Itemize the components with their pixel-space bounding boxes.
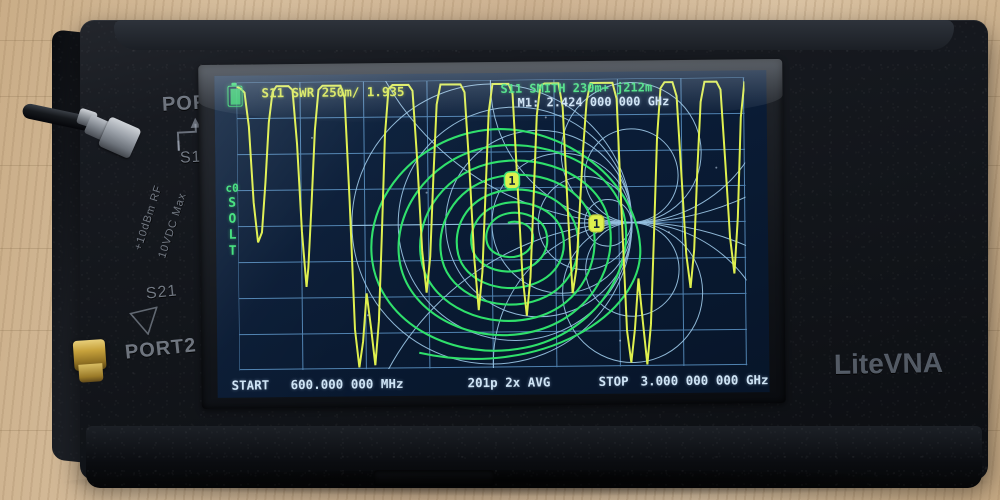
vna-plot[interactable]: 1 1 <box>236 77 748 371</box>
dust-speck <box>544 116 547 119</box>
lcd-bezel: 1 1 S11 SWR 250m/ 1.935 S11 SMITH 230m+ … <box>198 58 786 410</box>
marker-glyph-upper[interactable]: 1 <box>503 171 521 190</box>
dust-speck <box>619 339 622 342</box>
dust-speck <box>425 191 428 194</box>
trace0-readout[interactable]: S11 SWR 250m/ 1.935 <box>261 83 405 101</box>
start-value[interactable]: 600.000 000 MHz <box>290 375 404 393</box>
s21-label: S21 <box>145 282 179 303</box>
dust-speck <box>366 314 369 317</box>
warning-triangle-icon <box>129 306 158 336</box>
start-label: START <box>231 377 270 393</box>
trace-smith-spiral <box>370 128 642 360</box>
smith-grid <box>348 77 748 371</box>
trace-swr <box>236 80 746 368</box>
stop-label: STOP <box>598 373 629 389</box>
device-shadow <box>62 470 992 496</box>
svg-text:1: 1 <box>508 174 515 188</box>
cal-method-label: SOLT <box>224 195 241 260</box>
sweep-status[interactable]: 201p 2x AVG <box>467 374 551 391</box>
marker-glyph-right[interactable]: 1 <box>588 214 605 233</box>
brand-logo: LiteVNA <box>833 347 944 380</box>
device-top-bevel <box>114 20 954 50</box>
cal-slot-label: c0 <box>225 181 239 195</box>
marker-readout[interactable]: M1: 2.424 000 000 GHz <box>517 94 670 110</box>
port1-arrow-icon <box>176 117 201 151</box>
litevna-device: PORT1 S11 +10dBm RF 10VDC Max S21 PORT2 … <box>21 8 992 496</box>
dust-speck <box>310 136 313 139</box>
svg-text:1: 1 <box>593 217 600 231</box>
dust-speck <box>667 231 671 234</box>
sma-connector-port2[interactable] <box>69 337 112 384</box>
battery-icon <box>227 82 243 107</box>
stop-value[interactable]: 3.000 000 000 GHz <box>640 372 769 389</box>
lcd-screen[interactable]: 1 1 S11 SWR 250m/ 1.935 S11 SMITH 230m+ … <box>214 70 770 398</box>
dust-speck <box>715 166 718 169</box>
